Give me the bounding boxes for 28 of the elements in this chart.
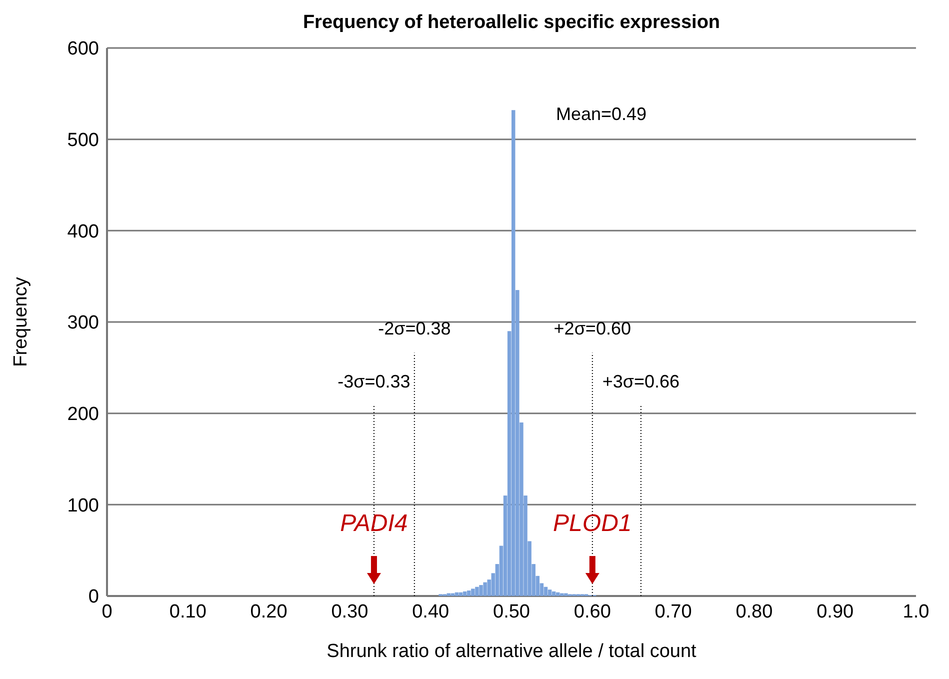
ref-line-label: -2σ=0.38 xyxy=(378,318,451,339)
y-tick-label: 0 xyxy=(88,586,99,608)
ref-line-label: +2σ=0.60 xyxy=(554,318,631,339)
x-tick-label: 0.60 xyxy=(574,601,611,622)
chart-title: Frequency of heteroallelic specific expression xyxy=(302,12,722,34)
ref-line-label: +3σ=0.66 xyxy=(602,372,680,392)
x-tick-label: 0.10 xyxy=(169,601,206,622)
annotation: PADI4 xyxy=(340,510,408,537)
x-tick-label: 0.80 xyxy=(736,601,773,622)
x-tick-label: 1.0 xyxy=(902,601,930,622)
x-tick-label: 0.30 xyxy=(331,601,368,622)
x-tick-label: 0.20 xyxy=(250,601,288,622)
y-tick-label: 100 xyxy=(67,495,99,516)
annotation: PLOD1 xyxy=(553,510,632,537)
y-tick-label: 600 xyxy=(67,38,99,60)
y-tick-label: 500 xyxy=(67,130,99,152)
y-tick-label: 300 xyxy=(67,312,99,334)
x-tick-label: 0.40 xyxy=(412,601,450,622)
y-tick-label: 200 xyxy=(67,404,99,426)
y-axis-title: Frequency xyxy=(10,276,32,367)
x-tick-label: 0.50 xyxy=(493,601,530,622)
y-tick-label: 400 xyxy=(67,221,99,242)
ref-line-label: -3σ=0.33 xyxy=(338,372,410,392)
annotation: Mean=0.49 xyxy=(556,104,647,124)
x-axis-title: Shrunk ratio of alternative allele / total count xyxy=(326,641,698,662)
x-tick-label: 0 xyxy=(102,601,112,622)
x-tick-label: 0.70 xyxy=(654,601,692,622)
x-tick-label: 0.90 xyxy=(816,601,854,622)
